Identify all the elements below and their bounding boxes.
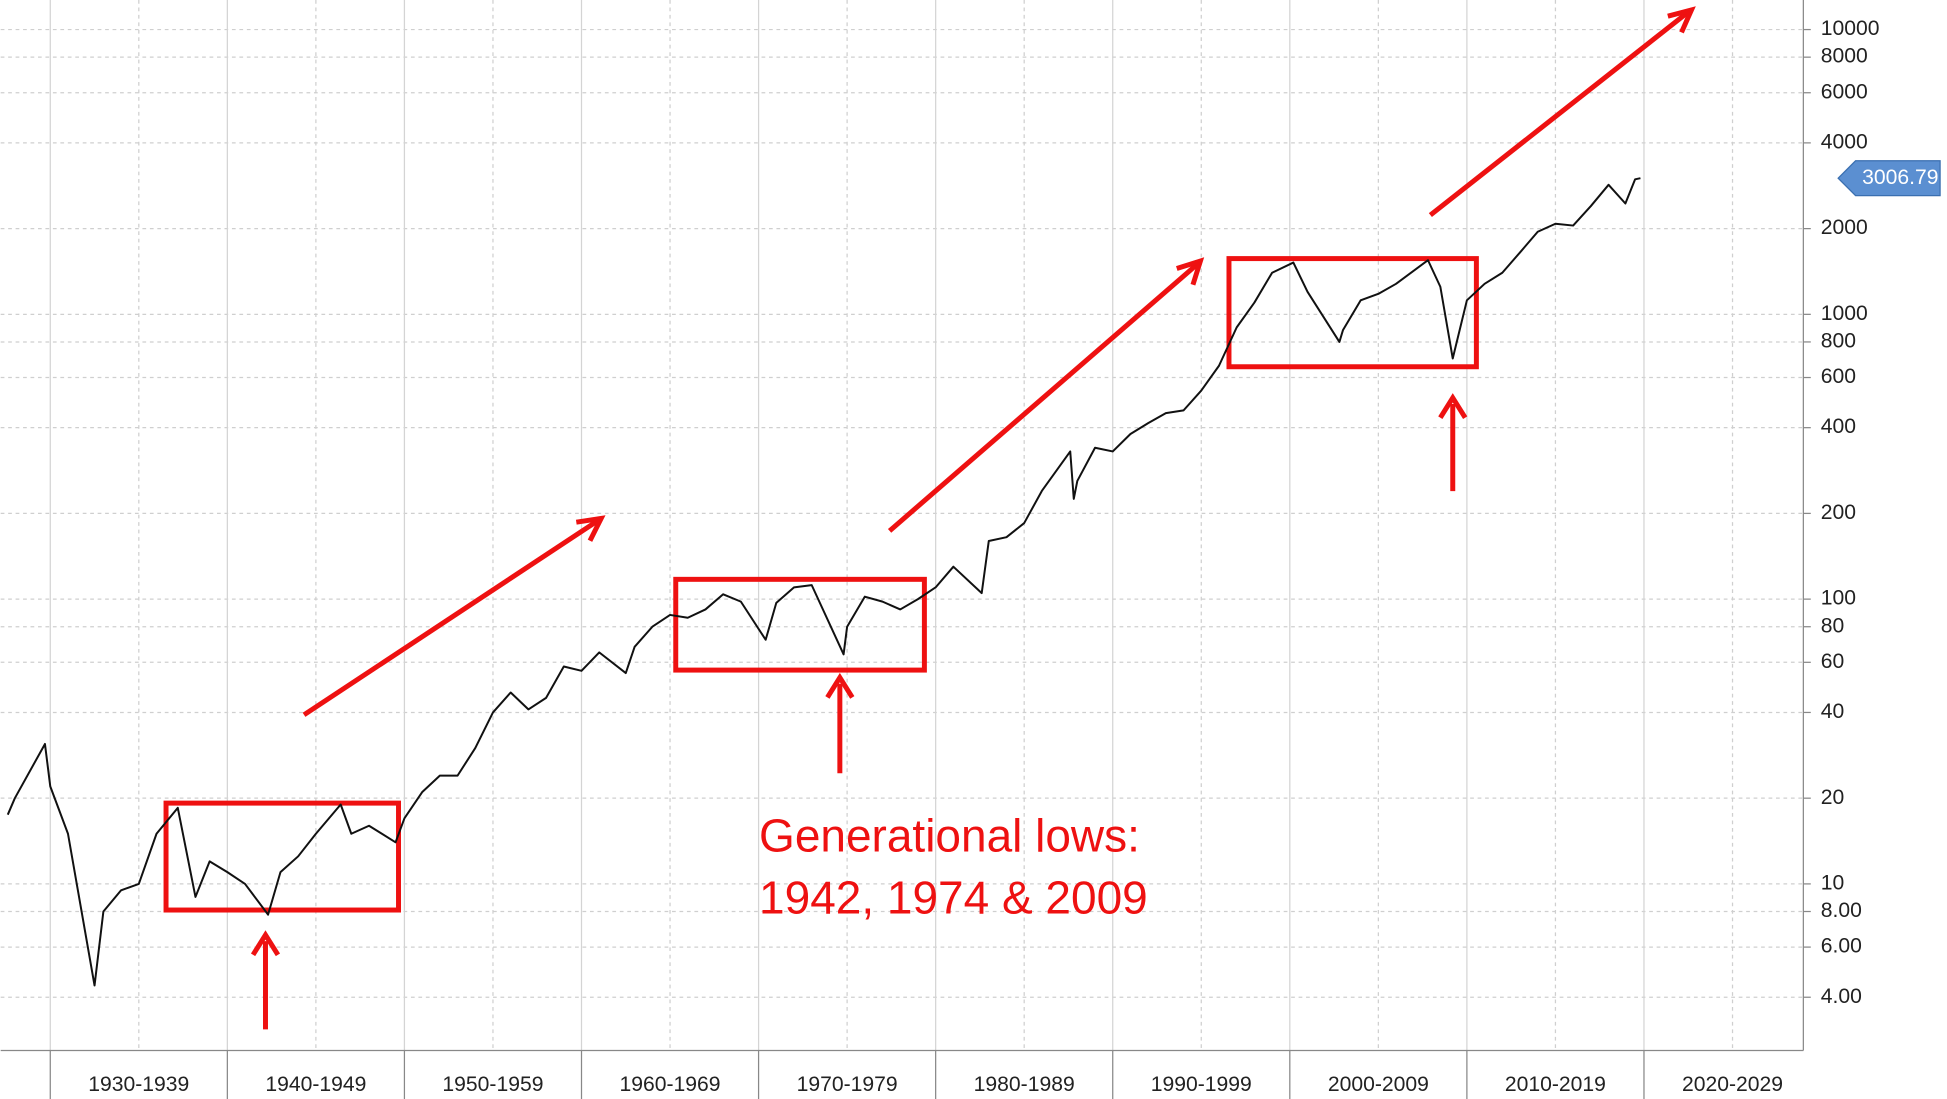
y-tick-label: 20 xyxy=(1821,786,1845,809)
arrows xyxy=(250,6,1696,1030)
annotations: Generational lows: 1942, 1974 & 2009 xyxy=(163,6,1696,1030)
y-tick-label: 400 xyxy=(1821,415,1856,438)
y-tick-label: 6000 xyxy=(1821,80,1868,103)
x-tick-label: 1960-1969 xyxy=(620,1073,721,1096)
x-tick-label: 1930-1939 xyxy=(88,1073,189,1096)
y-tick-label: 8000 xyxy=(1821,45,1868,68)
value-callout-label: 3006.79 xyxy=(1862,166,1938,189)
arrow-head xyxy=(825,672,855,699)
x-tick-label: 1950-1959 xyxy=(442,1073,543,1096)
y-tick-label: 200 xyxy=(1821,501,1856,524)
y-tick-label: 40 xyxy=(1821,700,1845,723)
y-tick-label: 6.00 xyxy=(1821,935,1862,958)
arrow-head xyxy=(1176,257,1205,286)
x-tick-label: 2010-2019 xyxy=(1505,1073,1606,1096)
highlight-box xyxy=(673,576,927,673)
grid-layer xyxy=(0,0,1804,1051)
x-tick-label: 2020-2029 xyxy=(1682,1073,1783,1096)
price-line xyxy=(6,177,1641,987)
arrow-head xyxy=(1438,393,1468,420)
annotation-text: 1942, 1974 & 2009 xyxy=(759,871,1148,923)
y-tick-label: 4000 xyxy=(1821,130,1868,153)
y-tick-label: 10 xyxy=(1821,871,1845,894)
y-tick-label: 80 xyxy=(1821,614,1845,637)
y-tick-label: 4.00 xyxy=(1821,985,1862,1008)
y-tick-label: 100 xyxy=(1821,587,1856,610)
annotation-text: Generational lows: xyxy=(759,809,1140,861)
value-callout xyxy=(1837,160,1941,197)
highlight-box xyxy=(1226,256,1479,370)
y-tick-label: 2000 xyxy=(1821,216,1868,239)
x-tick-label: 1970-1979 xyxy=(797,1073,898,1096)
x-tick-label: 1980-1989 xyxy=(974,1073,1075,1096)
x-tick-label: 1940-1949 xyxy=(265,1073,366,1096)
y-tick-label: 600 xyxy=(1821,365,1856,388)
x-tick-label: 2000-2009 xyxy=(1328,1073,1429,1096)
y-tick-label: 1000 xyxy=(1821,302,1868,325)
y-tick-label: 800 xyxy=(1821,330,1856,353)
y-tick-label: 10000 xyxy=(1821,17,1880,40)
arrow xyxy=(302,518,599,717)
arrow xyxy=(887,262,1199,533)
arrow-head xyxy=(250,930,281,957)
highlight-box xyxy=(163,800,402,913)
arrow-head xyxy=(575,515,606,542)
y-tick-label: 60 xyxy=(1821,650,1845,673)
y-tick-label: 8.00 xyxy=(1821,899,1862,922)
arrow-head xyxy=(1667,6,1696,34)
arrow xyxy=(1428,10,1690,218)
x-tick-label: 1990-1999 xyxy=(1151,1073,1252,1096)
